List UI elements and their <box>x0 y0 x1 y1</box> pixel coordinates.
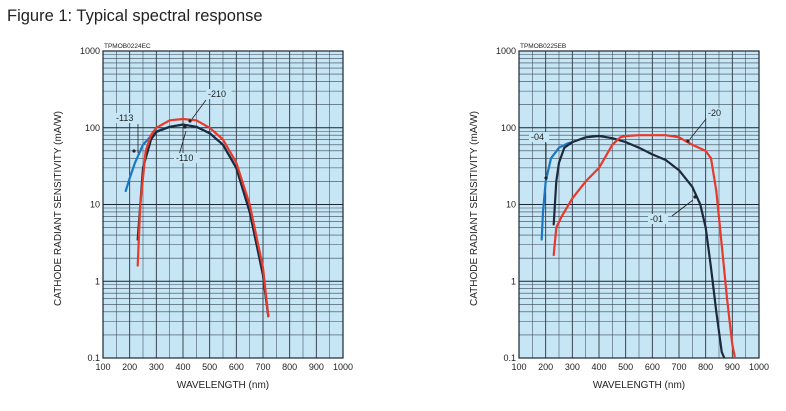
x-tick-label: 1000 <box>749 362 769 372</box>
plot-frame <box>518 50 760 359</box>
annotation-label: -113 <box>116 113 133 123</box>
x-tick-label: 100 <box>511 362 526 372</box>
annotation-label: -01 <box>650 214 663 224</box>
x-tick-label: 300 <box>149 362 164 372</box>
x-tick-label: 600 <box>229 362 244 372</box>
annotation-label: -04 <box>531 132 544 142</box>
x-tick-label: 800 <box>282 362 297 372</box>
x-tick-label: 200 <box>122 362 137 372</box>
x-tick-label: 100 <box>95 362 110 372</box>
series-line-01 <box>552 134 726 358</box>
annotation-leader <box>671 199 694 217</box>
annotation-arrowhead <box>132 149 136 153</box>
annotation-label-bg <box>174 153 200 163</box>
y-tick-label: 1 <box>95 276 100 286</box>
annotation-leader <box>191 99 207 120</box>
x-tick-label: 900 <box>725 362 740 372</box>
x-tick-label: 500 <box>202 362 217 372</box>
annotation-arrowhead <box>544 176 548 180</box>
annotation-arrowhead <box>188 119 192 123</box>
series-line-04 <box>540 141 574 241</box>
y-tick-label: 100 <box>501 123 516 133</box>
annotation-leader <box>178 130 187 156</box>
annotation-arrowhead <box>183 125 187 129</box>
y-tick-label: 10 <box>506 200 516 210</box>
y-tick-label: 1 <box>511 276 516 286</box>
x-tick-label: 300 <box>565 362 580 372</box>
x-tick-label: 500 <box>618 362 633 372</box>
x-tick-label: 700 <box>671 362 686 372</box>
y-axis-label: CATHODE RADIANT SENSITIVITY (mA/W) <box>469 111 480 306</box>
plot-frame <box>102 50 344 359</box>
annotation-arrowhead <box>686 139 690 143</box>
y-tick-label: 10 <box>90 200 100 210</box>
annotation-label-bg <box>648 214 669 224</box>
x-tick-label: 400 <box>591 362 606 372</box>
series-line-20 <box>552 134 737 358</box>
x-tick-label: 400 <box>175 362 190 372</box>
y-tick-label: 0.1 <box>503 353 516 363</box>
chart-code-label: TPMOB0224EC <box>104 43 151 50</box>
annotation-label: -110 <box>176 153 193 163</box>
y-tick-label: 0.1 <box>87 353 100 363</box>
annotation-leader <box>689 118 707 140</box>
annotation-label-bg <box>706 108 727 118</box>
x-axis-label: WAVELENGTH (nm) <box>593 380 685 391</box>
annotation-label-bg <box>114 113 140 123</box>
x-tick-label: 200 <box>538 362 553 372</box>
x-tick-label: 800 <box>698 362 713 372</box>
x-tick-label: 900 <box>309 362 324 372</box>
x-tick-label: 700 <box>255 362 270 372</box>
annotation-label: -20 <box>708 108 721 118</box>
annotation-label: -210 <box>208 89 226 99</box>
chart-code-label: TPMOB0225EB <box>520 43 566 50</box>
x-tick-label: 600 <box>645 362 660 372</box>
x-axis-label: WAVELENGTH (nm) <box>177 380 269 391</box>
annotation-arrowhead <box>693 195 697 199</box>
y-tick-label: 1000 <box>80 46 100 56</box>
y-tick-label: 1000 <box>496 46 516 56</box>
x-tick-label: 1000 <box>333 362 353 372</box>
series-line-110 <box>136 123 270 318</box>
y-tick-label: 100 <box>85 123 100 133</box>
annotation-label-bg <box>529 132 550 142</box>
annotation-label-bg <box>206 89 232 99</box>
figure-title: Figure 1: Typical spectral response <box>7 7 263 25</box>
y-axis-label: CATHODE RADIANT SENSITIVITY (mA/W) <box>53 111 64 306</box>
